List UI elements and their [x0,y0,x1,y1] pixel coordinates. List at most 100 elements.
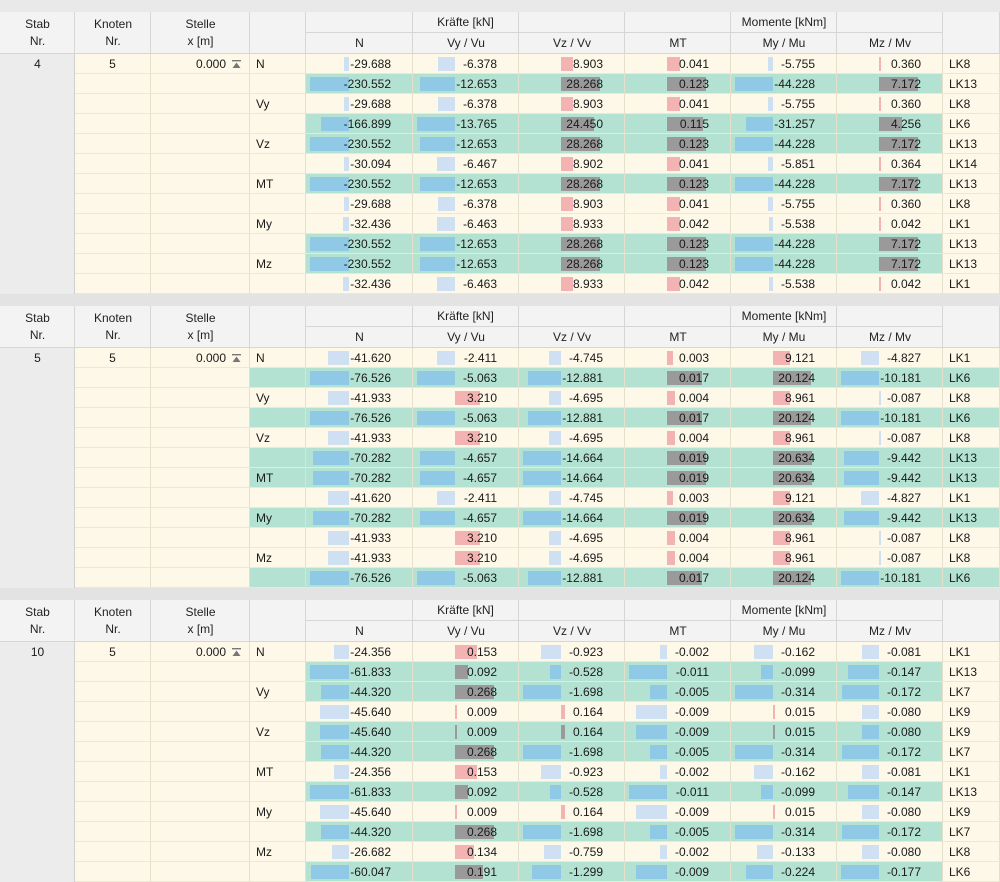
table-row[interactable]: Vz -45.640 0.009 0.164 -0.009 0.015 -0.080 LK9 [75,722,1000,742]
header-col-vy[interactable]: Vy / Vu [413,12,519,54]
table-row[interactable]: -166.899 -13.765 24.450 0.115 -31.257 4.256 LK… [75,114,1000,134]
table-row[interactable]: Vy -44.320 0.268 -1.698 -0.005 -0.314 -0.172 LK… [75,682,1000,702]
stelle-cell [151,154,250,174]
my-value: 9.121 [784,491,815,505]
vz-bar [561,117,595,131]
mz-bar [842,825,880,839]
header-col-N[interactable]: N [306,12,413,54]
table-row[interactable]: -76.526 -5.063 -12.881 0.017 20.124 -10.181 LK… [75,568,1000,588]
table-row[interactable]: -32.436 -6.463 8.933 0.042 -5.538 0.042 LK1 [75,274,1000,294]
N-value-cell: -41.933 [306,548,413,568]
mz-bar [847,665,880,679]
location-marker-icon[interactable] [232,643,241,656]
table-row[interactable]: -61.833 0.092 -0.528 -0.011 -0.099 -0.147 LK13 [75,782,1000,802]
vy-value-cell: -12.653 [413,134,519,154]
header-blank[interactable] [250,600,306,642]
header-col-mz[interactable]: Mz / Mv [837,12,943,54]
vz-bar [561,77,600,91]
table-row[interactable]: -60.047 0.191 -1.299 -0.009 -0.224 -0.177 LK6 [75,862,1000,882]
header-col-lk[interactable] [943,306,1000,348]
table-row[interactable]: My -45.640 0.009 0.164 -0.009 0.015 -0.080 LK9 [75,802,1000,822]
header-col-N[interactable]: N [306,306,413,348]
header-col-mt[interactable]: MT [625,306,731,348]
table-row[interactable]: 5 0.000 N -29.688 -6.378 8.903 0.041 -5.755 0.36… [75,54,1000,74]
table-row[interactable]: Vz -41.933 3.210 -4.695 0.004 8.961 -0.087 LK8 [75,428,1000,448]
extremum-label: My [256,511,272,525]
N-value-cell: -230.552 [306,74,413,94]
table-row[interactable]: MT -230.552 -12.653 28.268 0.123 -44.228 7.172… [75,174,1000,194]
header-knoten[interactable]: Knoten Nr. [75,306,151,348]
location-marker-icon[interactable] [232,349,241,362]
table-row[interactable]: -61.833 0.092 -0.528 -0.011 -0.099 -0.147 LK13 [75,662,1000,682]
table-row[interactable]: -41.620 -2.411 -4.745 0.003 9.121 -4.827 LK1 [75,488,1000,508]
vz-value-cell: 8.933 [519,214,625,234]
header-col-lk[interactable] [943,12,1000,54]
header-stelle[interactable]: Stelle x [m] [151,306,250,348]
header-knoten[interactable]: Knoten Nr. [75,12,151,54]
table-row[interactable]: -44.320 0.268 -1.698 -0.005 -0.314 -0.172 LK7 [75,822,1000,842]
knoten-number: 5 [109,351,116,365]
vz-value: -14.664 [562,451,603,465]
header-blank[interactable] [250,306,306,348]
N-value: -166.899 [343,117,391,131]
table-row[interactable]: Mz -41.933 3.210 -4.695 0.004 8.961 -0.087 LK8 [75,548,1000,568]
table-row[interactable]: My -70.282 -4.657 -14.664 0.019 20.634 -9.442 L… [75,508,1000,528]
header-col-my[interactable]: My / Mu [731,306,837,348]
mz-value: -0.081 [886,765,921,779]
header-col-N[interactable]: N [306,600,413,642]
table-row[interactable]: -30.094 -6.467 8.902 0.041 -5.851 0.364 LK14 [75,154,1000,174]
mz-value: -4.827 [886,351,921,365]
table-row[interactable]: -230.552 -12.653 28.268 0.123 -44.228 7.172 LK… [75,74,1000,94]
header-col-lk[interactable] [943,600,1000,642]
header-stab[interactable]: Stab Nr. [0,600,75,642]
table-row[interactable]: -76.526 -5.063 -12.881 0.017 20.124 -10.181 LK… [75,368,1000,388]
table-row[interactable]: -29.688 -6.378 8.903 0.041 -5.755 0.360 LK8 [75,194,1000,214]
header-blank[interactable] [250,12,306,54]
header-col-vy[interactable]: Vy / Vu [413,306,519,348]
table-row[interactable]: Vy -41.933 3.210 -4.695 0.004 8.961 -0.087 LK8 [75,388,1000,408]
header-col-mt[interactable]: MT [625,12,731,54]
header-col-vz[interactable]: Vz / Vv [519,600,625,642]
header-stelle[interactable]: Stelle x [m] [151,600,250,642]
table-row[interactable]: My -32.436 -6.463 8.933 0.042 -5.538 0.042 LK1 [75,214,1000,234]
my-bar [768,277,774,291]
mt-bar [667,77,706,91]
table-row[interactable]: -44.320 0.268 -1.698 -0.005 -0.314 -0.172 LK7 [75,742,1000,762]
header-col-vy[interactable]: Vy / Vu [413,600,519,642]
header-col-mz[interactable]: Mz / Mv [837,306,943,348]
table-row[interactable]: Vz -230.552 -12.653 28.268 0.123 -44.228 7.172… [75,134,1000,154]
header-stab[interactable]: Stab Nr. [0,12,75,54]
header-col-mz[interactable]: Mz / Mv [837,600,943,642]
extremum-label-cell: MT [250,174,306,194]
table-row[interactable]: MT -24.356 0.153 -0.923 -0.002 -0.162 -0.081 LK… [75,762,1000,782]
header-col-vz[interactable]: Vz / Vv [519,12,625,54]
header-stab[interactable]: Stab Nr. [0,306,75,348]
table-row[interactable]: Mz -230.552 -12.653 28.268 0.123 -44.228 7.172… [75,254,1000,274]
header-col-my[interactable]: My / Mu [731,12,837,54]
table-row[interactable]: -76.526 -5.063 -12.881 0.017 20.124 -10.181 LK… [75,408,1000,428]
table-row[interactable]: -45.640 0.009 0.164 -0.009 0.015 -0.080 LK9 [75,702,1000,722]
mt-bar [636,805,668,819]
vz-value-cell: -4.695 [519,428,625,448]
header-col-mt[interactable]: MT [625,600,731,642]
header-knoten[interactable]: Knoten Nr. [75,600,151,642]
table-row[interactable]: -41.933 3.210 -4.695 0.004 8.961 -0.087 LK8 [75,528,1000,548]
extremum-label-cell: N [250,348,306,368]
top-scroll-strip [0,0,1000,12]
vy-value-cell: -12.653 [413,174,519,194]
table-row[interactable]: MT -70.282 -4.657 -14.664 0.019 20.634 -9.442 L… [75,468,1000,488]
table-row[interactable]: 5 0.000 N -41.620 -2.411 -4.745 0.003 9.121 -4.8… [75,348,1000,368]
mt-value: -0.005 [674,825,709,839]
mz-value: 7.172 [890,77,921,91]
table-row[interactable]: -70.282 -4.657 -14.664 0.019 20.634 -9.442 LK1… [75,448,1000,468]
header-stelle[interactable]: Stelle x [m] [151,12,250,54]
table-row[interactable]: -230.552 -12.653 28.268 0.123 -44.228 7.172 LK… [75,234,1000,254]
table-row[interactable]: 5 0.000 N -24.356 0.153 -0.923 -0.002 -0.162 -0.… [75,642,1000,662]
mt-value-cell: 0.004 [625,388,731,408]
header-col-my[interactable]: My / Mu [731,600,837,642]
table-row[interactable]: Mz -26.682 0.134 -0.759 -0.002 -0.133 -0.080 LK… [75,842,1000,862]
table-row[interactable]: Vy -29.688 -6.378 8.903 0.041 -5.755 0.360 LK8 [75,94,1000,114]
header-stab-line: Nr. [29,622,46,636]
header-col-vz[interactable]: Vz / Vv [519,306,625,348]
location-marker-icon[interactable] [232,55,241,68]
